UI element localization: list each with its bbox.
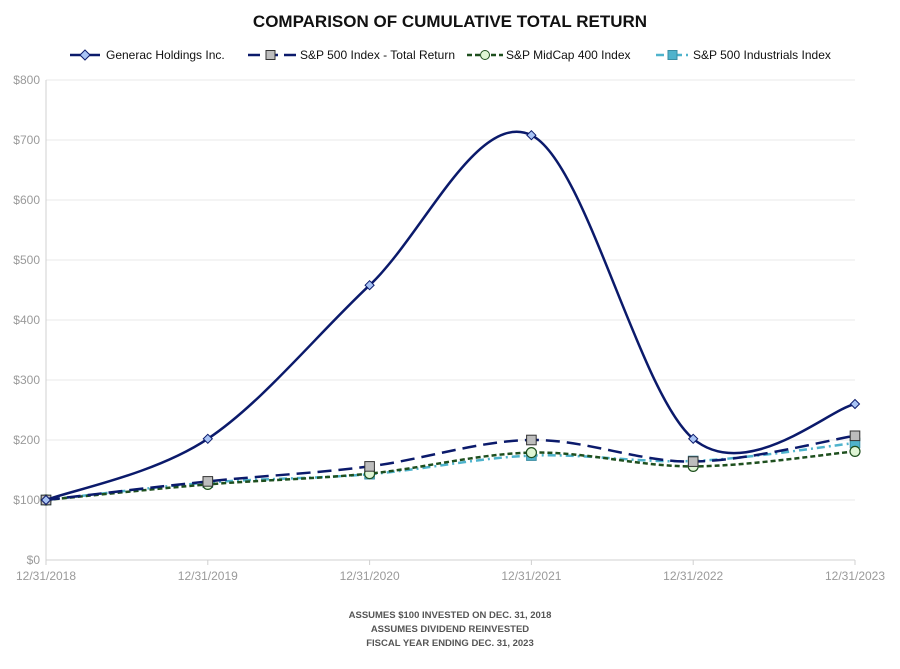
series-generac-holdings-inc [40, 129, 861, 506]
y-tick-label-3: $300 [13, 373, 40, 387]
data-point-generac-holdings-inc-2 [364, 279, 375, 291]
x-tick-label-1: 12/31/2019 [178, 569, 238, 583]
series-s-p-500-index-total-return [40, 430, 861, 506]
legend-label-midcap: S&P MidCap 400 Index [506, 48, 631, 62]
data-point-s-p-500-index-total-return-2 [364, 461, 375, 472]
x-tick-label-0: 12/31/2018 [16, 569, 76, 583]
x-axis-ticks: 12/31/2018 12/31/2019 12/31/2020 12/31/2021… [16, 560, 885, 583]
legend-label-sp500: S&P 500 Index - Total Return [300, 48, 455, 62]
data-point-generac-holdings-inc-0 [40, 494, 52, 506]
data-point-s-p-midcap-400-index-5 [849, 445, 861, 457]
data-point-generac-holdings-inc-4 [687, 433, 699, 445]
footnote-dividend: ASSUMES DIVIDEND REINVESTED [371, 624, 529, 635]
footnote-fiscal-year: FISCAL YEAR ENDING DEC. 31, 2023 [366, 638, 534, 649]
x-tick-label-5: 12/31/2023 [825, 569, 885, 583]
legend-entry-generac: Generac Holdings Inc. [70, 48, 225, 62]
y-tick-label-2: $200 [13, 433, 40, 447]
legend-entry-industrials: S&P 500 Industrials Index [656, 48, 831, 62]
x-tick-label-2: 12/31/2020 [340, 569, 400, 583]
data-point-s-p-500-index-total-return-5 [849, 430, 861, 442]
y-axis-ticks: $0 $100 $200 $300 $400 $500 $600 $700 $800 [13, 73, 40, 567]
footnote-investment: ASSUMES $100 INVESTED ON DEC. 31, 2018 [349, 610, 552, 621]
legend-entry-sp500: S&P 500 Index - Total Return [248, 48, 455, 62]
data-point-s-p-500-index-total-return-1 [202, 476, 214, 487]
x-tick-label-4: 12/31/2022 [663, 569, 723, 583]
y-tick-label-8: $800 [13, 73, 40, 87]
data-point-generac-holdings-inc-3 [526, 129, 537, 141]
data-point-s-p-500-index-total-return-4 [687, 456, 699, 467]
series-layer [40, 129, 861, 506]
data-point-s-p-midcap-400-index-3 [525, 447, 538, 459]
series-s-p-500-industrials-index [40, 437, 861, 506]
legend-label-industrials: S&P 500 Industrials Index [693, 48, 831, 62]
legend: Generac Holdings Inc. S&P 500 Index - To… [70, 48, 831, 62]
legend-marker-sp500 [265, 50, 276, 60]
y-tick-label-0: $0 [27, 553, 41, 567]
series-s-p-midcap-400-index [40, 445, 861, 506]
data-point-generac-holdings-inc-5 [849, 398, 861, 410]
legend-label-generac: Generac Holdings Inc. [106, 48, 225, 62]
data-point-s-p-500-index-total-return-3 [526, 434, 537, 446]
y-tick-label-4: $400 [13, 313, 40, 327]
y-tick-label-7: $700 [13, 133, 40, 147]
y-tick-label-5: $500 [13, 253, 40, 267]
footnotes: ASSUMES $100 INVESTED ON DEC. 31, 2018 A… [349, 610, 552, 649]
y-tick-label-6: $600 [13, 193, 40, 207]
legend-entry-midcap: S&P MidCap 400 Index [467, 48, 631, 62]
series-line-generac-holdings-inc [45, 130, 856, 502]
legend-marker-industrials [667, 50, 678, 60]
y-tick-label-1: $100 [13, 493, 40, 507]
series-line-s-p-500-index-total-return [45, 434, 856, 502]
gridlines [46, 79, 855, 501]
legend-marker-midcap [480, 50, 490, 60]
chart-title: COMPARISON OF CUMULATIVE TOTAL RETURN [253, 12, 647, 31]
data-point-generac-holdings-inc-1 [202, 433, 214, 445]
legend-marker-generac [79, 49, 91, 61]
x-tick-label-3: 12/31/2021 [501, 569, 561, 583]
